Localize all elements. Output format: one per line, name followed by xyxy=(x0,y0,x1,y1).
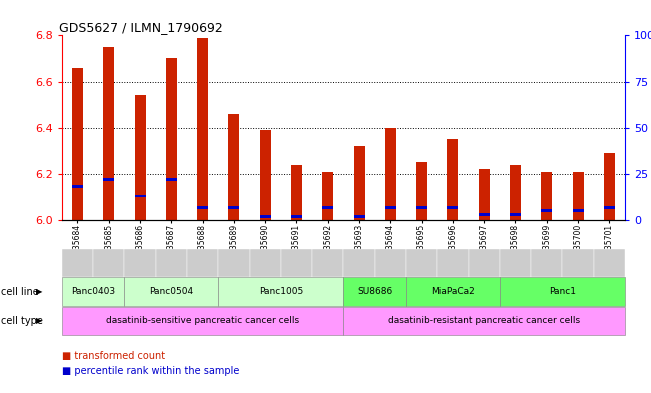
Text: ▶: ▶ xyxy=(36,316,42,325)
Text: Panc1: Panc1 xyxy=(549,287,576,296)
Bar xyxy=(541,172,552,220)
Bar xyxy=(353,146,365,220)
Bar xyxy=(197,38,208,220)
Bar xyxy=(478,169,490,220)
Bar xyxy=(385,128,396,220)
Bar xyxy=(510,213,521,216)
Text: GDS5627 / ILMN_1790692: GDS5627 / ILMN_1790692 xyxy=(59,21,223,34)
Bar xyxy=(322,172,333,220)
Text: ■ percentile rank within the sample: ■ percentile rank within the sample xyxy=(62,366,239,376)
Bar xyxy=(291,165,302,220)
Bar xyxy=(322,206,333,209)
Bar xyxy=(604,206,615,209)
Bar xyxy=(291,215,302,218)
Text: dasatinib-sensitive pancreatic cancer cells: dasatinib-sensitive pancreatic cancer ce… xyxy=(106,316,299,325)
Bar xyxy=(416,206,427,209)
Bar xyxy=(166,59,177,220)
Text: dasatinib-resistant pancreatic cancer cells: dasatinib-resistant pancreatic cancer ce… xyxy=(388,316,580,325)
Bar xyxy=(260,130,271,220)
Bar xyxy=(541,209,552,212)
Bar xyxy=(72,185,83,188)
Text: cell type: cell type xyxy=(1,316,46,326)
Bar xyxy=(573,209,583,212)
Text: Panc0504: Panc0504 xyxy=(149,287,193,296)
Bar xyxy=(385,206,396,209)
Bar xyxy=(447,206,458,209)
Bar xyxy=(353,215,365,218)
Bar xyxy=(135,95,146,220)
Bar xyxy=(260,215,271,218)
Text: Panc1005: Panc1005 xyxy=(258,287,303,296)
Bar xyxy=(104,178,114,181)
Bar xyxy=(229,114,240,220)
Text: ▶: ▶ xyxy=(36,287,42,296)
Text: SU8686: SU8686 xyxy=(357,287,393,296)
Text: cell line: cell line xyxy=(1,286,42,297)
Bar xyxy=(104,47,114,220)
Bar xyxy=(197,206,208,209)
Bar xyxy=(510,165,521,220)
Bar xyxy=(135,195,146,197)
Bar xyxy=(416,162,427,220)
Bar xyxy=(72,68,83,220)
Bar xyxy=(229,206,240,209)
Bar xyxy=(604,153,615,220)
Bar xyxy=(478,213,490,216)
Text: ■ transformed count: ■ transformed count xyxy=(62,351,165,361)
Bar xyxy=(447,139,458,220)
Bar xyxy=(573,172,583,220)
Text: MiaPaCa2: MiaPaCa2 xyxy=(431,287,475,296)
Bar xyxy=(166,178,177,181)
Text: Panc0403: Panc0403 xyxy=(71,287,115,296)
